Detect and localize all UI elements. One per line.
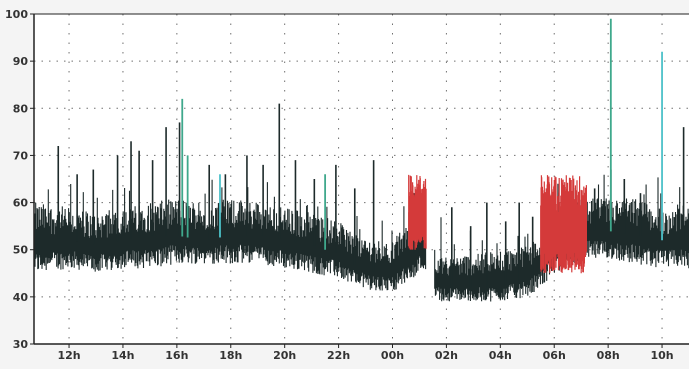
x-tick-label-06h: 06h bbox=[543, 349, 566, 362]
y-tick-label-40: 40 bbox=[13, 291, 29, 304]
series-layer bbox=[34, 18, 689, 302]
x-tick-label-08h: 08h bbox=[597, 349, 620, 362]
x-tick-label-00h: 00h bbox=[381, 349, 404, 362]
x-tick-label-10h: 10h bbox=[650, 349, 673, 362]
x-tick-label-12h: 12h bbox=[57, 349, 80, 362]
y-tick-label-70: 70 bbox=[13, 149, 29, 162]
y-tick-label-50: 50 bbox=[13, 244, 29, 257]
x-tick-label-14h: 14h bbox=[111, 349, 134, 362]
tick-labels: 30 40 50 60 70 80 90 100 12h 14h 16h 18h 20h 22h 00h 02… bbox=[5, 8, 674, 362]
y-tick-label-90: 90 bbox=[13, 55, 29, 68]
red-segment-0 bbox=[408, 174, 427, 250]
x-tick-label-18h: 18h bbox=[219, 349, 242, 362]
red-segment-1 bbox=[540, 175, 587, 274]
y-tick-label-100: 100 bbox=[5, 8, 28, 21]
y-tick-label-30: 30 bbox=[13, 338, 29, 351]
x-tick-label-02h: 02h bbox=[435, 349, 458, 362]
x-tick-label-16h: 16h bbox=[165, 349, 188, 362]
x-tick-label-04h: 04h bbox=[489, 349, 512, 362]
y-tick-label-80: 80 bbox=[13, 102, 29, 115]
plot-background bbox=[34, 14, 689, 344]
axes bbox=[30, 13, 689, 348]
x-tick-label-22h: 22h bbox=[327, 349, 350, 362]
x-tick-label-20h: 20h bbox=[273, 349, 296, 362]
plot-area bbox=[34, 14, 689, 344]
y-tick-label-60: 60 bbox=[13, 197, 29, 210]
